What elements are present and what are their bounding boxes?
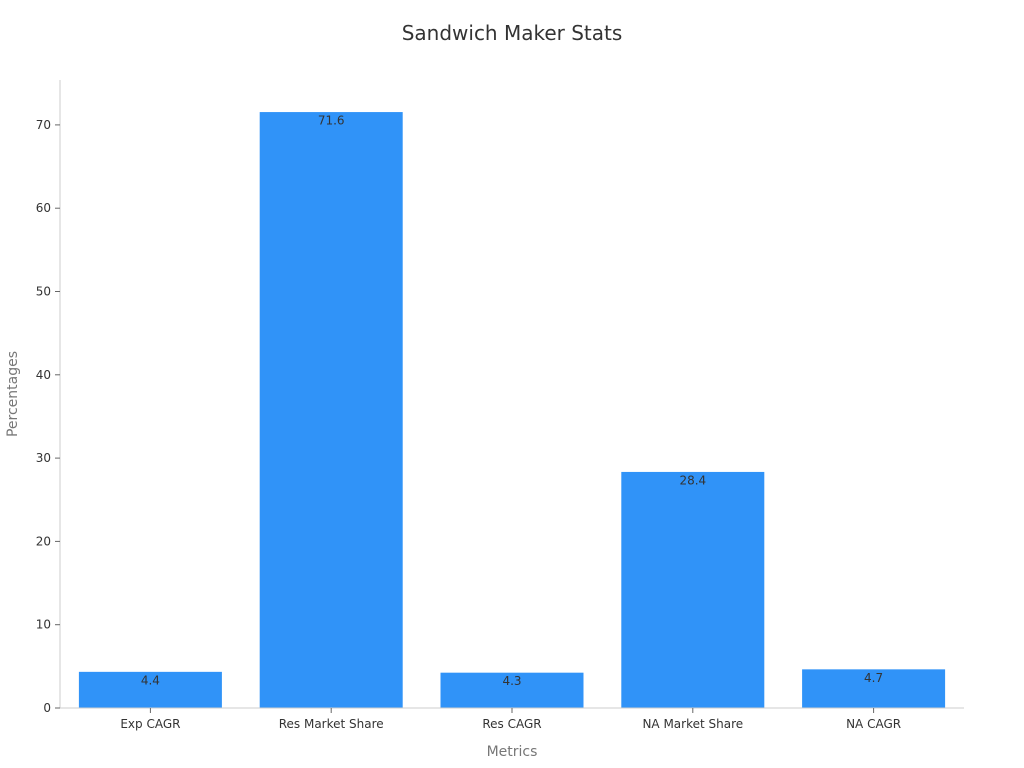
y-tick-label: 40 <box>36 368 51 382</box>
data-label: 4.4 <box>141 673 160 687</box>
y-axis-title: Percentages <box>5 351 21 437</box>
y-tick-label: 50 <box>36 285 51 299</box>
data-label: 28.4 <box>679 473 706 487</box>
x-tick-label: Res Market Share <box>279 717 384 731</box>
data-label: 4.7 <box>864 671 883 685</box>
bar <box>620 470 766 709</box>
y-axis: 0 10 20 30 40 50 60 70 <box>36 80 61 715</box>
y-tick-label: 60 <box>36 201 51 215</box>
y-tick-label: 70 <box>36 118 51 132</box>
bar <box>258 111 404 709</box>
bar <box>77 670 223 709</box>
x-tick-label: NA CAGR <box>846 717 901 731</box>
data-label: 71.6 <box>318 114 345 128</box>
x-tick-label: Exp CAGR <box>120 717 180 731</box>
y-tick-label: 30 <box>36 451 51 465</box>
bars: 4.4 71.6 4.3 28.4 4.7 <box>77 111 947 709</box>
y-tick-label: 10 <box>36 618 51 632</box>
data-label: 4.3 <box>502 674 521 688</box>
chart-title: Sandwich Maker Stats <box>402 21 623 45</box>
x-axis: Exp CAGR Res Market Share Res CAGR NA Marke… <box>60 707 964 731</box>
x-axis-title: Metrics <box>487 744 538 760</box>
y-tick-label: 20 <box>36 534 51 548</box>
y-tick-label: 0 <box>43 701 51 715</box>
x-tick-label: NA Market Share <box>642 717 743 731</box>
x-tick-label: Res CAGR <box>482 717 541 731</box>
